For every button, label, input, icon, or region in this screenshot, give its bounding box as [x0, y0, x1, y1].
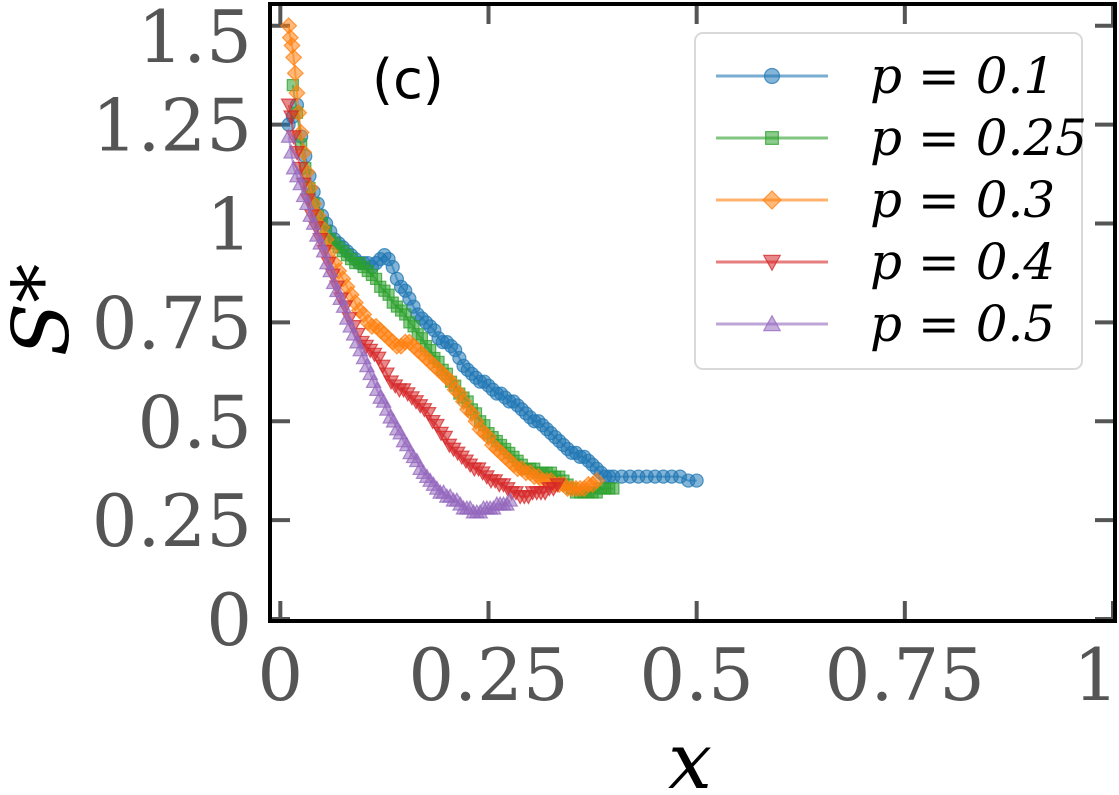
data-point [588, 471, 606, 490]
x-tick-label: 0.5 [639, 633, 754, 717]
data-point [305, 215, 322, 230]
y-tick-label: 1.25 [92, 84, 252, 168]
y-tick-label: 0 [206, 578, 252, 662]
legend-entry: p = 0.5 [716, 295, 1055, 353]
legend-entry: p = 0.25 [716, 109, 1087, 167]
data-point [370, 351, 387, 367]
y-tick-label: 0.75 [92, 281, 252, 365]
plot-series [280, 17, 704, 519]
data-point [501, 491, 519, 507]
series-triangle-down [280, 98, 566, 505]
data-point [335, 298, 352, 313]
data-point [288, 84, 306, 102]
x-tick-label: 0 [257, 633, 303, 717]
series-line [287, 104, 559, 498]
legend-marker [762, 190, 782, 210]
panel-label: (c) [372, 48, 444, 111]
x-axis-label: x [668, 717, 712, 795]
plot-frame [268, 2, 1117, 623]
x-tick-label: 0.75 [825, 633, 985, 717]
x-tick-label: 1 [1073, 633, 1119, 717]
legend-label: p = 0.4 [870, 233, 1055, 291]
data-point [385, 259, 400, 275]
y-tick-labels: 0 0.25 0.5 0.75 1 1.251.5 [92, 0, 252, 662]
data-point [298, 195, 316, 211]
data-point [549, 478, 566, 493]
data-point [322, 262, 339, 278]
data-point [282, 110, 300, 126]
y-axis-label: S* [0, 264, 87, 356]
data-point [420, 407, 437, 422]
legend-entry: p = 0.4 [716, 233, 1055, 291]
legend-marker [762, 314, 782, 332]
data-point [378, 367, 396, 383]
y-tick-label: 1 [206, 183, 252, 267]
legend-box [694, 32, 1083, 370]
data-point [280, 98, 297, 114]
legend: p = 0.1p = 0.25p = 0.3p = 0.4p = 0.5 [694, 32, 1087, 370]
data-point [315, 242, 332, 258]
legend-label: p = 0.25 [870, 109, 1087, 167]
legend-label: p = 0.1 [870, 47, 1055, 105]
data-point [292, 175, 309, 191]
series-triangle-up [280, 128, 519, 519]
data-point [286, 64, 304, 82]
legend-marker [763, 67, 781, 85]
data-point [607, 482, 620, 495]
data-point [280, 128, 297, 143]
x-tick-labels: 0 0.25 0.5 0.75 1 [257, 633, 1118, 717]
legend-marker [765, 131, 779, 145]
legend-entry: p = 0.3 [716, 171, 1055, 229]
data-point [689, 473, 704, 488]
y-tick-label: 0.25 [92, 479, 252, 563]
legend-marker [762, 254, 782, 272]
series-line [287, 136, 511, 514]
legend-entries: p = 0.1p = 0.25p = 0.3p = 0.4p = 0.5 [716, 47, 1087, 353]
legend-entry: p = 0.1 [716, 47, 1055, 105]
data-point [437, 430, 454, 446]
y-tick-label: 1.5 [137, 0, 252, 79]
x-tick-label: 0.25 [408, 633, 568, 717]
legend-label: p = 0.5 [870, 295, 1055, 353]
data-point [374, 359, 391, 375]
data-point [428, 418, 446, 434]
y-tick-label: 0.5 [137, 380, 252, 464]
data-point [282, 143, 300, 159]
legend-label: p = 0.3 [870, 171, 1055, 229]
data-point [285, 48, 303, 67]
series-diamond [280, 17, 606, 498]
